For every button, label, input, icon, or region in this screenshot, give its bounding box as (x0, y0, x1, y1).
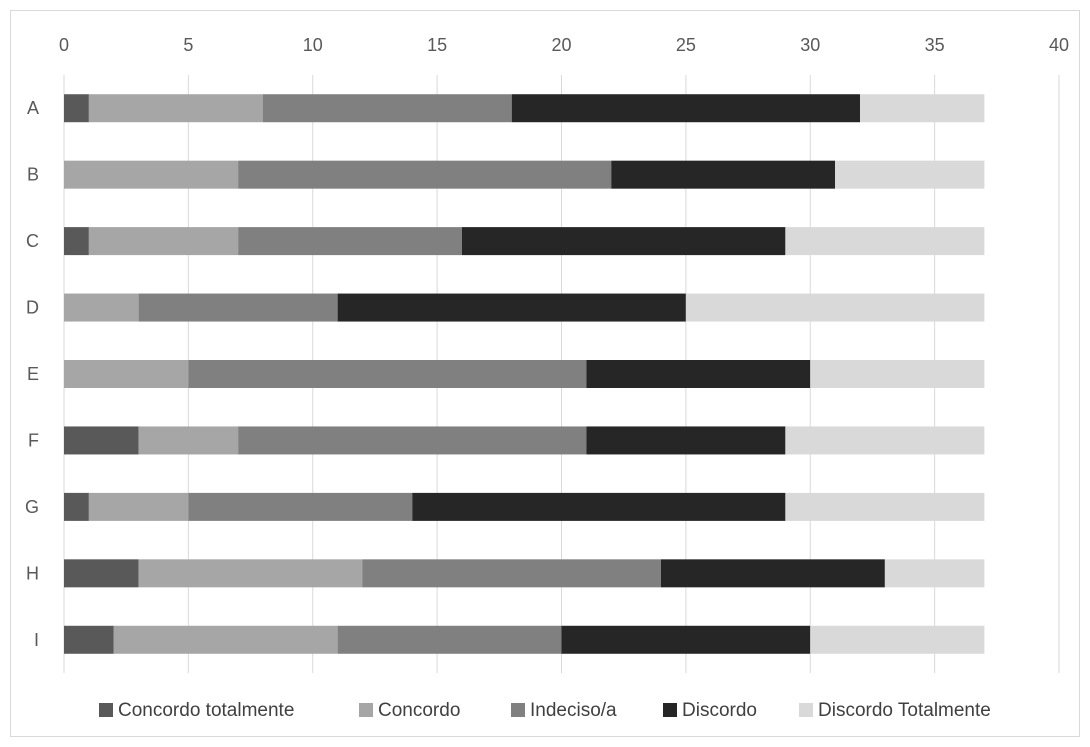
category-label: D (26, 298, 39, 318)
bar-E-series-4 (810, 360, 985, 388)
bar-E-series-3 (586, 360, 811, 388)
bar-F-series-4 (785, 426, 985, 455)
bar-I-series-1 (113, 625, 338, 654)
bar-C-series-4 (785, 227, 985, 256)
bar-H-series-4 (884, 559, 985, 588)
bar-F-series-0 (64, 426, 139, 455)
stacked-bar-chart: 0 5 10 15 20 25 30 35 40 A B C D E F G H I Concordo tota… (25, 35, 1069, 721)
legend-swatch (663, 703, 677, 717)
bar-F-series-2 (238, 426, 587, 455)
bar-H-series-2 (362, 559, 661, 588)
bar-I-series-3 (561, 625, 811, 654)
bar-F-series-3 (586, 426, 786, 455)
bar-D-series-1 (64, 293, 139, 322)
x-tick-label: 40 (1049, 35, 1069, 55)
x-tick-label: 30 (800, 35, 820, 55)
bar-I-series-2 (337, 625, 562, 654)
bar-E-series-2 (188, 360, 587, 388)
x-tick-label: 35 (925, 35, 945, 55)
bar-H-series-3 (661, 559, 885, 588)
legend-swatch (99, 703, 113, 717)
legend-label: Indeciso/a (530, 700, 617, 721)
category-labels: A B C D E F G H I (25, 98, 39, 650)
x-tick-label: 20 (551, 35, 571, 55)
legend: Concordo totalmente Concordo Indeciso/a Dis… (99, 700, 991, 721)
bar-D-series-2 (138, 293, 338, 322)
x-tick-label: 5 (183, 35, 193, 55)
x-tick-label: 0 (59, 35, 69, 55)
bar-A-series-0 (64, 94, 89, 123)
bar-A-series-2 (263, 94, 512, 123)
bar-A-series-4 (860, 94, 985, 123)
x-tick-label: 15 (427, 35, 447, 55)
bar-F-series-1 (138, 426, 239, 455)
bar-B-series-4 (835, 160, 985, 189)
x-tick-label: 25 (676, 35, 696, 55)
category-label: C (26, 231, 39, 251)
bar-D-series-3 (337, 293, 686, 322)
bar-C-series-3 (462, 227, 786, 256)
category-label: F (28, 430, 39, 450)
legend-swatch (799, 703, 813, 717)
legend-label: Discordo (682, 700, 757, 721)
legend-swatch (511, 703, 525, 717)
bar-A-series-1 (88, 94, 263, 123)
bar-H-series-0 (64, 559, 139, 588)
bar-A-series-3 (511, 94, 860, 123)
bar-D-series-4 (685, 293, 985, 322)
category-label: B (27, 165, 39, 185)
bar-B-series-2 (238, 160, 612, 189)
bar-E-series-1 (64, 360, 189, 388)
chart-frame: 0 5 10 15 20 25 30 35 40 A B C D E F G H I Concordo tota… (10, 10, 1080, 737)
bar-G-series-2 (188, 492, 413, 521)
bar-C-series-2 (238, 227, 462, 256)
bar-I-series-0 (64, 625, 114, 654)
category-label: G (25, 497, 39, 517)
category-label: A (27, 98, 39, 118)
bar-G-series-0 (64, 492, 89, 521)
bar-C-series-0 (64, 227, 89, 256)
legend-label: Concordo (378, 700, 460, 721)
bar-H-series-1 (138, 559, 363, 588)
bar-B-series-1 (64, 160, 239, 189)
category-label: I (34, 630, 39, 650)
category-label: H (26, 563, 39, 583)
x-tick-label: 10 (303, 35, 323, 55)
bar-B-series-3 (611, 160, 836, 189)
bar-C-series-1 (88, 227, 239, 256)
bar-I-series-4 (810, 625, 985, 654)
category-label: E (27, 364, 39, 384)
legend-label: Discordo Totalmente (818, 700, 991, 721)
legend-swatch (359, 703, 373, 717)
x-tick-labels: 0 5 10 15 20 25 30 35 40 (59, 35, 1069, 55)
bar-G-series-3 (412, 492, 786, 521)
legend-label: Concordo totalmente (118, 700, 294, 721)
bar-G-series-1 (88, 492, 189, 521)
bars (64, 94, 985, 654)
bar-G-series-4 (785, 492, 985, 521)
